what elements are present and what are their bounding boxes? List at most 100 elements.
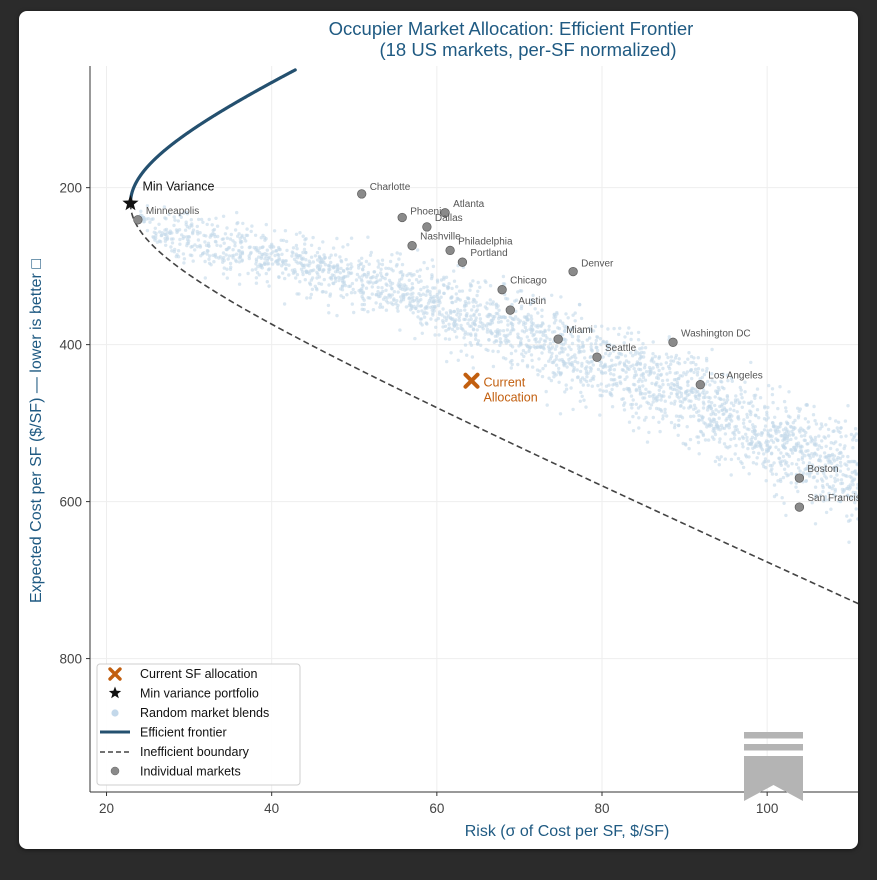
random-blend-point bbox=[810, 438, 815, 442]
random-blend-point bbox=[529, 353, 534, 357]
random-blend-point bbox=[313, 284, 317, 288]
random-blend-point bbox=[554, 373, 558, 377]
random-blend-point bbox=[835, 473, 839, 477]
random-blend-point bbox=[434, 325, 438, 329]
random-blend-point bbox=[431, 286, 435, 290]
random-blend-point bbox=[850, 476, 854, 480]
random-blend-point bbox=[642, 396, 647, 400]
random-blend-point bbox=[730, 419, 734, 423]
random-blend-point bbox=[536, 373, 540, 377]
random-blend-point bbox=[604, 384, 609, 388]
random-blend-point bbox=[309, 243, 314, 247]
random-blend-point bbox=[222, 241, 226, 245]
random-blend-point bbox=[591, 377, 596, 381]
random-blend-point bbox=[195, 224, 199, 229]
random-blend-point bbox=[310, 276, 315, 280]
random-blend-point bbox=[463, 299, 468, 304]
random-blend-point bbox=[534, 324, 538, 328]
random-blend-point bbox=[620, 397, 624, 401]
random-blend-point bbox=[176, 249, 181, 253]
random-blend-point bbox=[721, 372, 725, 376]
random-blend-point bbox=[576, 361, 580, 365]
random-blend-point bbox=[701, 406, 706, 410]
random-blend-point bbox=[813, 419, 817, 423]
random-blend-point bbox=[344, 257, 348, 262]
market-label: Boston bbox=[807, 464, 838, 475]
random-blend-point bbox=[307, 259, 311, 263]
random-blend-point bbox=[422, 260, 426, 265]
random-blend-point bbox=[570, 361, 574, 365]
random-blend-point bbox=[663, 399, 667, 403]
random-blend-point bbox=[722, 398, 726, 402]
random-blend-point bbox=[322, 277, 326, 282]
random-blend-point bbox=[675, 392, 679, 396]
random-blend-point bbox=[658, 429, 662, 434]
random-blend-point bbox=[291, 246, 296, 250]
random-blend-point bbox=[852, 435, 856, 440]
random-blend-point bbox=[679, 394, 684, 398]
random-blend-point bbox=[635, 362, 639, 366]
random-blend-point bbox=[813, 485, 818, 489]
random-blend-point bbox=[823, 463, 828, 467]
market-point bbox=[407, 241, 417, 251]
random-blend-point bbox=[766, 459, 771, 463]
random-blend-point bbox=[764, 439, 769, 443]
random-blend-point bbox=[305, 263, 310, 267]
random-blend-point bbox=[824, 423, 828, 427]
random-blend-point bbox=[564, 312, 568, 316]
random-blend-point bbox=[455, 326, 460, 331]
random-blend-point bbox=[774, 431, 778, 435]
random-blend-point bbox=[835, 457, 839, 462]
random-blend-point bbox=[395, 306, 399, 310]
random-blend-point bbox=[248, 245, 252, 249]
random-blend-point bbox=[287, 263, 291, 267]
random-blend-point bbox=[561, 359, 565, 364]
random-blend-point bbox=[150, 217, 154, 221]
random-blend-point bbox=[617, 351, 621, 356]
random-blend-point bbox=[455, 307, 460, 312]
random-blend-point bbox=[350, 302, 354, 306]
random-blend-point bbox=[785, 435, 790, 439]
random-blend-point bbox=[829, 507, 833, 511]
random-blend-point bbox=[248, 252, 253, 256]
random-blend-point bbox=[728, 444, 732, 449]
random-blend-point bbox=[413, 336, 417, 341]
random-blend-point bbox=[541, 366, 545, 371]
random-blend-point bbox=[404, 287, 408, 291]
bookmark-logo bbox=[744, 732, 803, 801]
random-blend-point bbox=[772, 461, 776, 465]
random-blend-point bbox=[389, 284, 393, 288]
random-blend-point bbox=[541, 333, 545, 337]
random-blend-point bbox=[343, 283, 348, 288]
random-blend-point bbox=[245, 227, 249, 231]
random-blend-point bbox=[735, 410, 739, 414]
random-blend-point bbox=[823, 474, 827, 478]
random-blend-point bbox=[677, 376, 681, 381]
random-blend-point bbox=[729, 401, 734, 405]
random-blend-point bbox=[466, 321, 470, 326]
random-blend-point bbox=[856, 517, 858, 521]
random-blend-point bbox=[449, 351, 453, 355]
random-blend-point bbox=[751, 423, 755, 427]
random-blend-point bbox=[677, 362, 682, 366]
random-blend-point bbox=[679, 403, 683, 408]
random-blend-point bbox=[790, 429, 794, 434]
random-blend-point bbox=[205, 249, 210, 253]
random-blend-point bbox=[504, 296, 508, 301]
random-blend-point bbox=[193, 248, 197, 252]
random-blend-point bbox=[790, 462, 794, 466]
random-blend-point bbox=[577, 347, 581, 351]
random-blend-point bbox=[474, 318, 478, 322]
random-blend-point bbox=[550, 345, 555, 349]
random-blend-point bbox=[346, 274, 350, 278]
random-blend-point bbox=[740, 442, 745, 446]
random-blend-point bbox=[211, 253, 215, 257]
random-blend-point bbox=[563, 326, 567, 330]
random-blend-point bbox=[501, 282, 506, 286]
random-blend-point bbox=[231, 239, 235, 243]
random-blend-point bbox=[419, 287, 423, 292]
random-blend-point bbox=[299, 267, 304, 271]
random-blend-point bbox=[814, 493, 818, 498]
random-blend-point bbox=[256, 264, 260, 269]
random-blend-point bbox=[436, 303, 441, 308]
